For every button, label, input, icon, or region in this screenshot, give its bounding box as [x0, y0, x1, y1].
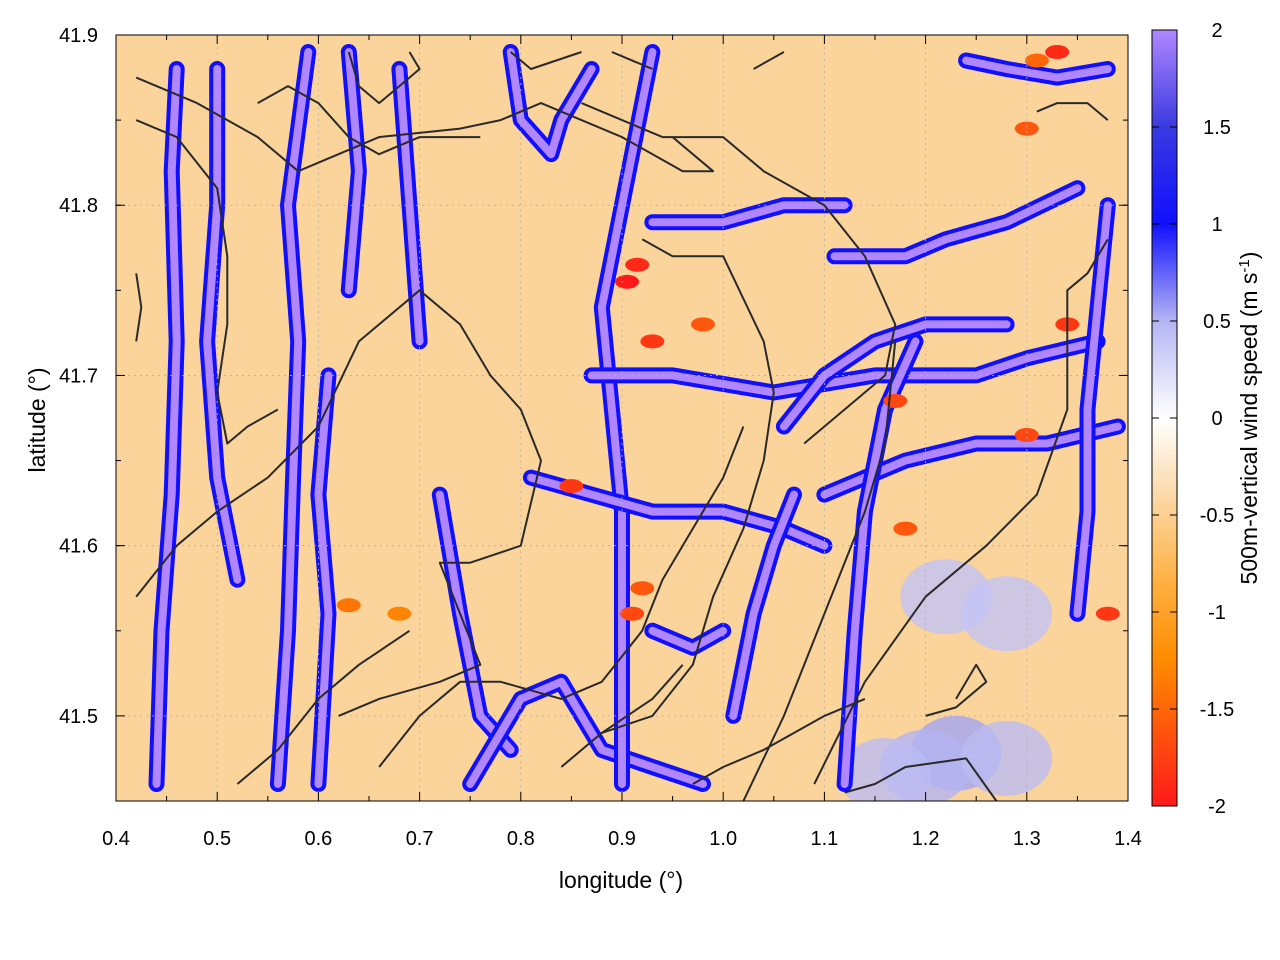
updraft-band-core: [152, 65, 181, 788]
updraft-band-core: [344, 48, 363, 295]
updraft-band-core: [779, 320, 1011, 431]
colorbar-tick-label: 1.5: [1203, 117, 1231, 139]
contour-line: [347, 51, 421, 105]
downdraft-spot: [1024, 53, 1049, 68]
updraft-band-core: [1073, 201, 1112, 618]
contour-line: [560, 664, 684, 768]
downdraft-spot: [640, 334, 665, 349]
colorbar-tick-label: -1.5: [1200, 699, 1234, 721]
y-tick-label: 41.6: [59, 536, 98, 558]
x-tick-label: 1.3: [1013, 828, 1041, 850]
weak-updraft-patch: [839, 738, 931, 801]
y-tick-label: 41.7: [59, 365, 98, 387]
colorbar-tick-label: 1: [1211, 214, 1222, 236]
updraft-band-core: [729, 490, 798, 720]
downdraft-spot: [625, 257, 650, 272]
y-axis-label: latitude (°): [24, 367, 50, 472]
contour-line: [135, 76, 715, 173]
x-tick-label: 0.6: [304, 828, 332, 850]
contour-line: [581, 102, 897, 445]
updraft-band-core: [203, 65, 242, 584]
x-axis-ticks: 0.4 0.5 0.6 0.7 0.8 0.9 1.0 1.1 1.2 1.3 1.4: [102, 35, 1142, 850]
contour-line: [135, 273, 143, 342]
contour-line: [135, 119, 279, 445]
downdraft-spot: [615, 274, 640, 289]
weak-updraft-patch: [961, 720, 1053, 796]
colorbar-tick-label: -1: [1208, 602, 1226, 624]
updraft-band-core: [830, 184, 1082, 261]
colorbar: 2 1.5 1 0.5 0 -0.5 -1 -1.5 -2 500m-vertical wind…: [1151, 20, 1263, 818]
downdraft-spot: [1014, 428, 1039, 443]
x-tick-label: 1.4: [1114, 828, 1142, 850]
x-tick-label: 0.5: [203, 828, 231, 850]
downdraft-spot: [690, 317, 715, 332]
colorbar-tick-label: 0: [1211, 408, 1222, 430]
updraft-band-core: [466, 677, 707, 788]
y-tick-label: 41.9: [59, 25, 98, 47]
weak-updraft-patch: [900, 559, 992, 635]
contour-line: [1036, 102, 1109, 121]
contour-line: [692, 697, 866, 785]
downdraft-spot: [387, 606, 412, 621]
contour-line: [611, 51, 653, 70]
colorbar-label: 500m-vertical wind speed (m s-1): [1236, 252, 1263, 585]
colorbar-label-superscript: -1: [1236, 259, 1253, 272]
downdraft-spot: [1014, 121, 1039, 136]
downdraft-spot: [1095, 606, 1120, 621]
downdraft-spot: [559, 479, 584, 494]
y-tick-label: 41.8: [59, 195, 98, 217]
x-tick-label: 1.1: [810, 828, 838, 850]
contour-line: [257, 85, 481, 156]
heatmap-field: [148, 44, 1126, 801]
contour-line: [601, 238, 775, 734]
contour-line: [236, 629, 411, 785]
contour-line: [925, 663, 988, 717]
contour-line: [510, 51, 582, 70]
terrain-contours: [135, 51, 1109, 801]
colorbar-ticks: 2 1.5 1 0.5 0 -0.5 -1 -1.5 -2: [1152, 20, 1234, 818]
colorbar-label-main: 500m-vertical wind speed (m s: [1236, 273, 1262, 585]
updraft-band-core: [648, 626, 728, 652]
updraft-band-core: [526, 473, 829, 550]
downdraft-spot: [1045, 45, 1070, 60]
x-tick-label: 0.7: [406, 828, 434, 850]
x-tick-label: 0.8: [507, 828, 535, 850]
contour-line: [813, 238, 1109, 785]
x-tick-label: 0.9: [608, 828, 636, 850]
updraft-band-core: [395, 65, 424, 346]
colorbar-tick-label: 0.5: [1203, 311, 1231, 333]
contour-line: [135, 289, 542, 717]
updraft-band-core: [962, 56, 1112, 82]
updraft-band-core: [314, 371, 333, 788]
colorbar-tick-label: -2: [1208, 796, 1226, 818]
updraft-band-core: [506, 48, 596, 159]
plot-area: 0.4 0.5 0.6 0.7 0.8 0.9 1.0 1.1 1.2 1.3 1.4 41.541…: [59, 25, 1142, 850]
contour-line: [753, 51, 785, 70]
colorbar-tick-label: -0.5: [1200, 505, 1234, 527]
downdraft-spot: [883, 393, 908, 408]
updraft-band-core: [587, 337, 1102, 397]
contour-line: [844, 757, 998, 801]
y-axis-ticks: 41.5 41.6 41.7 41.8 41.9: [59, 25, 1128, 802]
updraft-band-core: [273, 48, 313, 788]
updraft-band-core: [648, 201, 849, 227]
downdraft-spot: [630, 581, 655, 596]
downdraft-spot: [336, 598, 361, 613]
x-tick-label: 1.2: [912, 828, 940, 850]
colorbar-label-close: ): [1236, 252, 1262, 260]
contour-line: [742, 341, 897, 801]
x-axis-label: longitude (°): [559, 867, 683, 893]
y-tick-label: 41.5: [59, 706, 98, 728]
contour-line: [378, 426, 745, 768]
downdraft-spot: [893, 521, 918, 536]
x-tick-label: 0.4: [102, 828, 130, 850]
colorbar-tick-label: 2: [1211, 20, 1222, 42]
downdraft-spot: [620, 606, 645, 621]
x-tick-label: 1.0: [709, 828, 737, 850]
